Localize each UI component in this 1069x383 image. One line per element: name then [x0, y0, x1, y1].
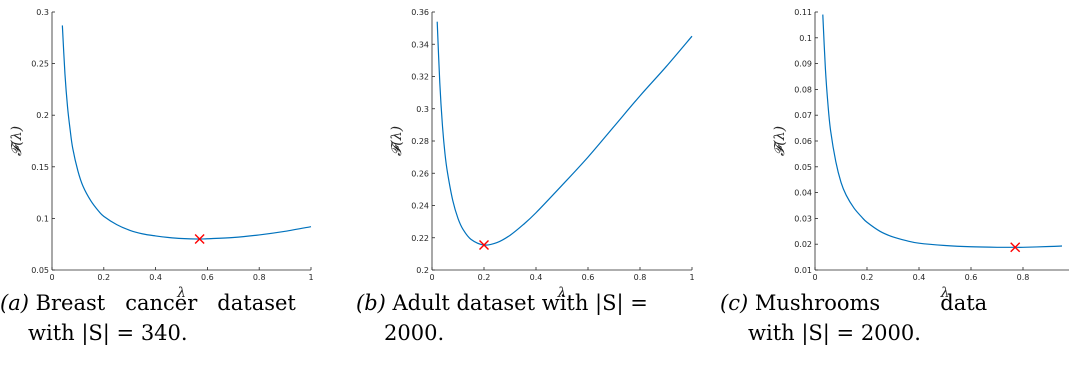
x-tick-label-b: 1: [689, 273, 694, 282]
y-tick-label-c: 0.02: [794, 240, 812, 249]
y-tick-label-c: 0.11: [794, 8, 812, 17]
y-tick-label-b: 0.36: [411, 8, 429, 17]
minimum-marker-a: [194, 234, 205, 245]
x-tick-label-c: 0: [812, 273, 817, 282]
caption-b-tag: (b): [356, 291, 386, 315]
x-tick-label-a: 0.6: [201, 273, 214, 282]
chart-a: 0 0.2 0.4 0.6 0.8 1 0.05 0.1 0.15 0.2 0.25 0.3 λ 𝓕(λ): [9, 8, 314, 301]
caption-b-line2: 2000.: [384, 321, 445, 345]
x-tick-label-b: 0.8: [634, 273, 647, 282]
x-tick-label-c: 0.6: [965, 273, 978, 282]
minimum-marker-stroke: [194, 234, 205, 245]
y-axis-label-a: 𝓕(λ): [9, 126, 25, 156]
x-axis-label-a: λ: [176, 285, 186, 301]
y-axis-label-b: 𝓕(λ): [389, 126, 405, 156]
y-tick-label-a: 0.15: [31, 163, 49, 172]
x-tick-label-a: 0.8: [253, 273, 266, 282]
y-tick-label-c: 0.03: [794, 214, 812, 223]
x-tick-label-a: 0.2: [97, 273, 110, 282]
y-tick-label-a: 0.05: [31, 266, 49, 275]
x-tick-label-a: 1: [308, 273, 313, 282]
caption-c-tag: (c): [720, 291, 749, 315]
series-line-c: [822, 14, 1063, 248]
x-tick-label-c: 0.2: [861, 273, 874, 282]
y-tick-label-b: 0.32: [411, 73, 429, 82]
x-tick-label-a: 0.4: [149, 273, 162, 282]
chart-b: 0 0.2 0.4 0.6 0.8 10.20.220.240.260.280.30.32…: [389, 8, 695, 301]
y-tick-label-c: 0.06: [794, 137, 812, 146]
x-axis-label-c: λ: [940, 285, 950, 301]
caption-c-line2: with |S| = 2000.: [748, 321, 921, 345]
caption-c-line1: Mushrooms data: [748, 291, 988, 315]
y-tick-label-a: 0.25: [31, 60, 49, 69]
x-tick-label-b: 0.4: [530, 273, 543, 282]
y-tick-label-c: 0.08: [794, 85, 812, 94]
y-tick-label-b: 0.28: [411, 137, 429, 146]
y-tick-label-c: 0.01: [794, 266, 812, 275]
y-tick-label-c: 0.07: [794, 111, 812, 120]
caption-a: (a) Breast cancer dataset with |S| = 340…: [0, 288, 296, 348]
y-tick-label-a: 0.1: [36, 214, 49, 223]
x-tick-label-c: 0.8: [1017, 273, 1030, 282]
y-tick-label-b: 0.34: [411, 40, 429, 49]
y-tick-label-b: 0.26: [411, 169, 429, 178]
x-tick-label-c: 0.4: [913, 273, 926, 282]
y-axis-label-c: 𝓕(λ): [772, 126, 788, 156]
y-tick-label-a: 0.3: [36, 8, 49, 17]
y-tick-label-a: 0.2: [36, 111, 49, 120]
y-tick-label-c: 0.04: [794, 189, 812, 198]
x-tick-label-b: 0: [429, 273, 434, 282]
minimum-marker-c: [1010, 242, 1021, 253]
y-tick-label-c: 0.09: [794, 60, 812, 69]
y-tick-label-b: 0.22: [411, 234, 429, 243]
chart-c: 0 0.2 0.4 0.6 0.8 0.01 0.02 0.03 0.04 0.05 0.06 0.0…: [772, 8, 1069, 301]
minimum-marker-stroke: [1010, 242, 1021, 253]
caption-a-tag: (a): [0, 291, 29, 315]
y-tick-label-b: 0.24: [411, 202, 429, 211]
caption-c: (c) Mushrooms data with |S| = 2000.: [720, 288, 987, 348]
minimum-marker-b: [479, 240, 489, 251]
x-tick-label-b: 0.2: [478, 273, 491, 282]
caption-a-line2: with |S| = 340.: [28, 321, 188, 345]
y-tick-label-c: 0.05: [794, 163, 812, 172]
x-tick-label-b: 0.6: [582, 273, 595, 282]
x-axis-label-b: λ: [557, 285, 567, 301]
caption-b: (b) Adult dataset with |S| = 2000.: [356, 288, 648, 348]
caption-a-line1: Breast cancer dataset: [28, 291, 296, 315]
y-tick-label-b: 0.3: [416, 105, 429, 114]
x-tick-label-a: 0: [49, 273, 54, 282]
y-tick-label-b: 0.2: [416, 266, 429, 275]
series-line-b: [436, 21, 693, 246]
series-line-a: [61, 25, 312, 240]
minimum-marker-stroke: [479, 240, 489, 251]
y-tick-label-c: 0.1: [799, 34, 812, 43]
caption-b-line1: Adult dataset with |S| =: [385, 291, 648, 315]
